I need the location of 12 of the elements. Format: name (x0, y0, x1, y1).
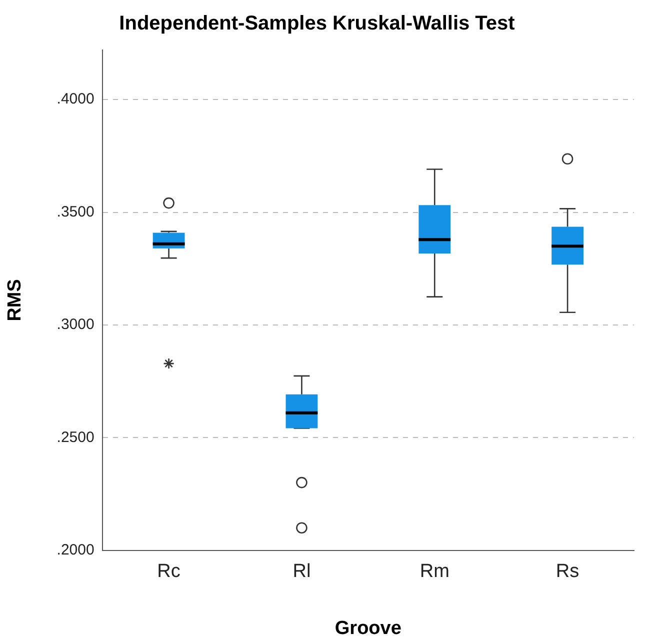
y-tick-label: .4000 (56, 90, 94, 108)
chart-title: Independent-Samples Kruskal-Wallis Test (119, 12, 516, 35)
x-tick-label: Rm (420, 561, 450, 582)
y-axis-title: RMS (4, 279, 26, 322)
y-tick-label: .3500 (56, 203, 94, 220)
x-axis-title: Groove (334, 618, 402, 639)
y-tick-label: .3000 (56, 316, 94, 334)
x-tick-label: Rs (556, 561, 580, 582)
y-tick-label: .2000 (56, 542, 94, 559)
x-tick-label: Rc (157, 561, 180, 582)
x-tick-label: Rl (292, 561, 311, 582)
y-tick-label: .2500 (56, 428, 94, 446)
